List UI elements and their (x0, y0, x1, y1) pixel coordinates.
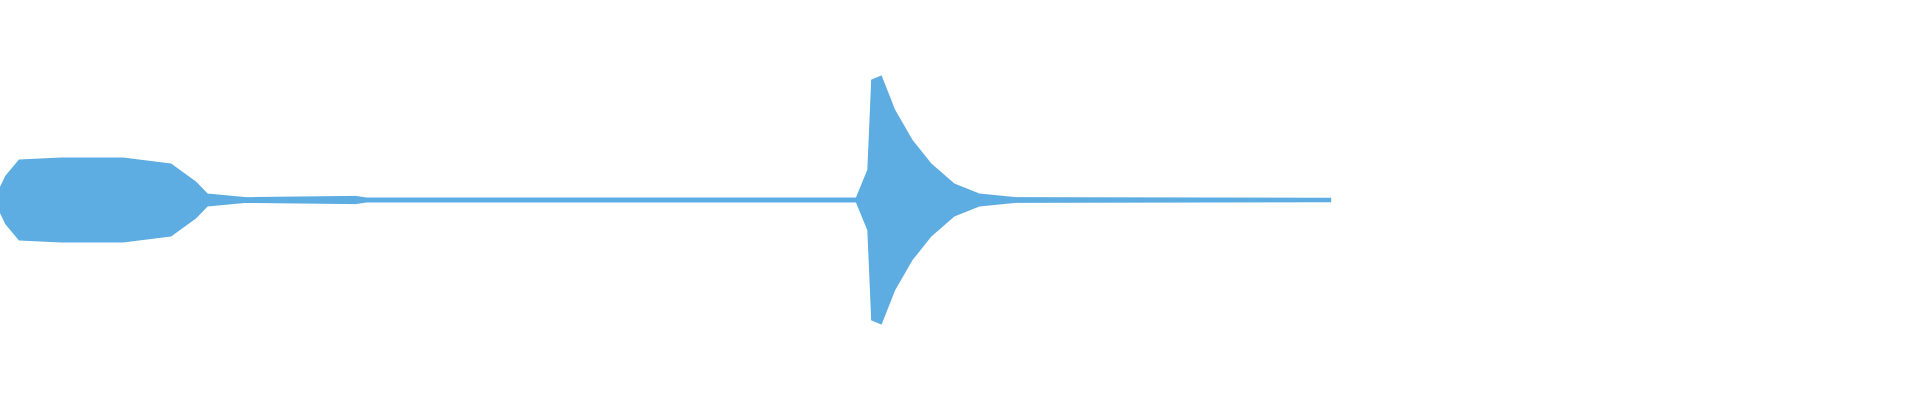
waveform-lower (0, 199, 1332, 325)
waveform-upper (0, 75, 1332, 201)
